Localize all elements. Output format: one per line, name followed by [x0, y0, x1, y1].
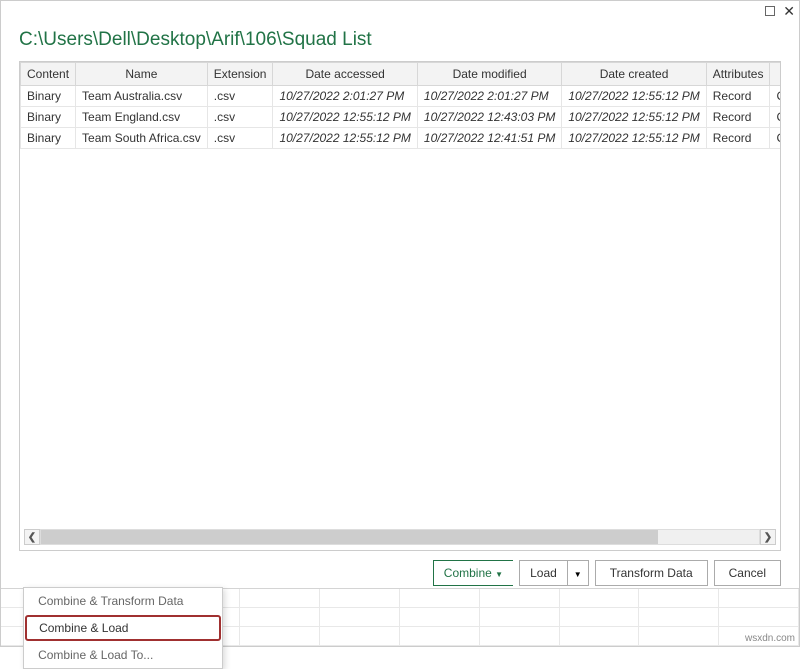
scroll-track[interactable] [40, 529, 760, 545]
cell-name: Team England.csv [76, 107, 208, 128]
cell-folder: C:\Users\Dell\De [770, 86, 781, 107]
combine-dropdown-menu: Combine & Transform Data Combine & Load … [23, 587, 223, 669]
transform-data-button[interactable]: Transform Data [595, 560, 708, 586]
watermark: wsxdn.com [745, 633, 795, 644]
combine-button[interactable]: Combine ▼ [433, 560, 513, 586]
scroll-thumb[interactable] [41, 530, 658, 544]
cell-folder: C:\Users\Dell\De [770, 107, 781, 128]
cell-extension: .csv [207, 86, 273, 107]
table-row[interactable]: BinaryTeam South Africa.csv.csv10/27/202… [21, 128, 782, 149]
chevron-down-icon: ▼ [495, 570, 503, 579]
col-extension[interactable]: Extension [207, 63, 273, 86]
table-row[interactable]: BinaryTeam England.csv.csv10/27/2022 12:… [21, 107, 782, 128]
cell-attributes: Record [706, 86, 770, 107]
table-row[interactable]: BinaryTeam Australia.csv.csv10/27/2022 2… [21, 86, 782, 107]
titlebar: ✕ [1, 1, 799, 21]
cell-date-accessed: 10/27/2022 12:55:12 PM [273, 128, 417, 149]
cell-content: Binary [21, 86, 76, 107]
folder-path-title: C:\Users\Dell\Desktop\Arif\106\Squad Lis… [1, 21, 799, 61]
col-attributes[interactable]: Attributes [706, 63, 770, 86]
combine-split-button[interactable]: Combine ▼ Combine & Transform Data Combi… [433, 560, 513, 586]
col-date-modified[interactable]: Date modified [417, 63, 561, 86]
combine-label: Combine [444, 566, 492, 580]
cell-attributes: Record [706, 128, 770, 149]
col-name[interactable]: Name [76, 63, 208, 86]
close-icon[interactable]: ✕ [783, 6, 795, 16]
cell-date-created: 10/27/2022 12:55:12 PM [562, 128, 706, 149]
cell-name: Team South Africa.csv [76, 128, 208, 149]
col-date-created[interactable]: Date created [562, 63, 706, 86]
cancel-button[interactable]: Cancel [714, 560, 781, 586]
cell-attributes: Record [706, 107, 770, 128]
col-folder[interactable]: Fol [770, 63, 781, 86]
cell-date-created: 10/27/2022 12:55:12 PM [562, 107, 706, 128]
load-split-button[interactable]: Load ▼ [519, 560, 589, 586]
dialog-window: ✕ C:\Users\Dell\Desktop\Arif\106\Squad L… [0, 0, 800, 647]
cell-content: Binary [21, 128, 76, 149]
cell-date-created: 10/27/2022 12:55:12 PM [562, 86, 706, 107]
menu-combine-transform[interactable]: Combine & Transform Data [24, 588, 222, 614]
file-table: Content Name Extension Date accessed Dat… [20, 62, 781, 149]
cell-date-accessed: 10/27/2022 2:01:27 PM [273, 86, 417, 107]
cell-content: Binary [21, 107, 76, 128]
col-date-accessed[interactable]: Date accessed [273, 63, 417, 86]
cell-folder: C:\Users\Dell\De [770, 128, 781, 149]
cell-extension: .csv [207, 107, 273, 128]
menu-combine-load[interactable]: Combine & Load [25, 615, 221, 641]
cell-date-accessed: 10/27/2022 12:55:12 PM [273, 107, 417, 128]
scroll-left-icon[interactable]: ❮ [24, 529, 40, 545]
menu-combine-load-to[interactable]: Combine & Load To... [24, 642, 222, 668]
load-dropdown-arrow[interactable]: ▼ [567, 560, 589, 586]
maximize-icon[interactable] [765, 6, 775, 16]
col-content[interactable]: Content [21, 63, 76, 86]
cell-date-modified: 10/27/2022 12:43:03 PM [417, 107, 561, 128]
scroll-right-icon[interactable]: ❯ [760, 529, 776, 545]
cell-date-modified: 10/27/2022 2:01:27 PM [417, 86, 561, 107]
horizontal-scrollbar[interactable]: ❮ ❯ [24, 528, 776, 546]
cell-extension: .csv [207, 128, 273, 149]
table-header-row: Content Name Extension Date accessed Dat… [21, 63, 782, 86]
load-button[interactable]: Load [519, 560, 567, 586]
chevron-down-icon: ▼ [574, 570, 582, 579]
dialog-footer: Combine ▼ Combine & Transform Data Combi… [433, 560, 781, 586]
cell-date-modified: 10/27/2022 12:41:51 PM [417, 128, 561, 149]
cell-name: Team Australia.csv [76, 86, 208, 107]
data-grid: Content Name Extension Date accessed Dat… [19, 61, 781, 551]
